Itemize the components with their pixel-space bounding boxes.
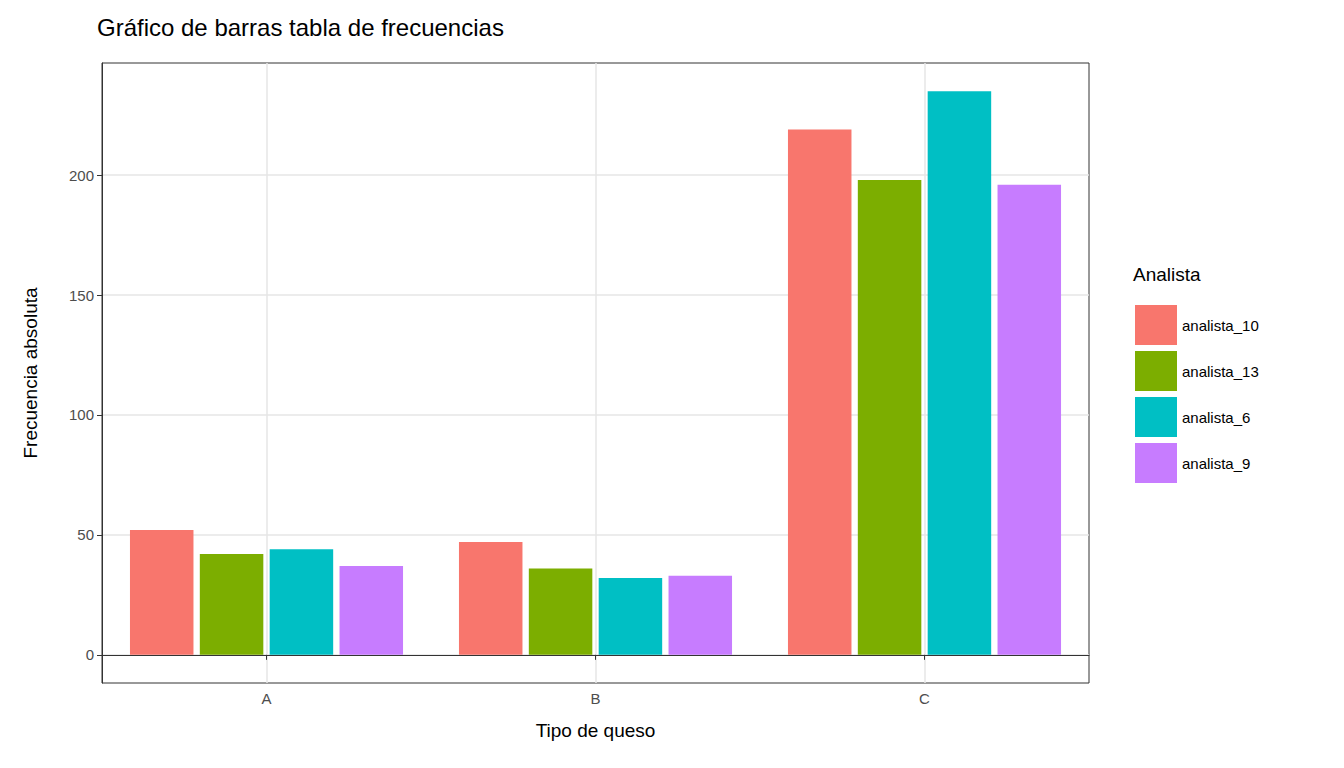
svg-text:analista_13: analista_13: [1182, 363, 1259, 380]
svg-text:Frecuencia absoluta: Frecuencia absoluta: [20, 287, 41, 459]
svg-text:analista_9: analista_9: [1182, 455, 1250, 472]
svg-text:analista_6: analista_6: [1182, 409, 1250, 426]
svg-text:analista_10: analista_10: [1182, 317, 1259, 334]
svg-text:200: 200: [69, 167, 94, 184]
svg-text:50: 50: [77, 526, 94, 543]
svg-text:Gráfico de barras tabla de fre: Gráfico de barras tabla de frecuencias: [97, 14, 504, 41]
svg-text:Analista: Analista: [1133, 264, 1201, 285]
svg-text:0: 0: [86, 646, 94, 663]
svg-text:150: 150: [69, 287, 94, 304]
svg-text:Tipo de queso: Tipo de queso: [536, 720, 656, 741]
svg-text:B: B: [590, 690, 600, 707]
svg-text:C: C: [919, 690, 930, 707]
svg-text:A: A: [261, 690, 271, 707]
svg-text:100: 100: [69, 406, 94, 423]
